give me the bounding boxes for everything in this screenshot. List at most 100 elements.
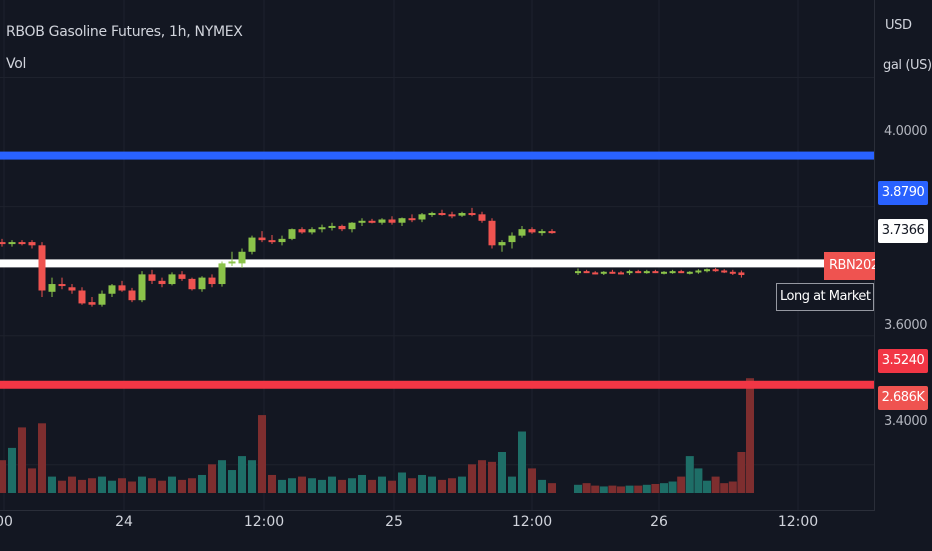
candle-body [388, 219, 396, 223]
candle-body [218, 263, 226, 285]
volume-bar [428, 476, 436, 493]
last-price-tag: 3.7366 [878, 219, 928, 243]
volume-bar [408, 478, 416, 493]
volume-bar [78, 479, 86, 493]
time-axis[interactable]: 00 24 12:00 25 12:00 26 12:00 [0, 510, 875, 551]
symbol-flag[interactable]: RBN2022 [824, 252, 875, 280]
candle-body [609, 271, 616, 274]
candle-body [528, 229, 536, 233]
candle-body [108, 285, 116, 294]
candle-body [468, 213, 476, 216]
candle-body [729, 271, 736, 274]
price-tick: 3.6000 [884, 318, 928, 333]
candle-body [704, 269, 710, 272]
candle-body [278, 238, 286, 243]
volume-bar [538, 479, 546, 493]
volume-bar [208, 464, 216, 493]
volume-bar [398, 472, 406, 493]
candle-body [248, 237, 256, 252]
volume-bar [488, 461, 496, 493]
volume-bar [694, 468, 703, 493]
candle-body [358, 220, 366, 223]
volume-bar [368, 479, 376, 493]
price-axis[interactable] [875, 0, 932, 510]
candle-body [738, 272, 745, 276]
white-level-line [0, 259, 875, 268]
candle-body [575, 271, 581, 274]
candle-body [318, 227, 326, 230]
volume-bar [720, 483, 729, 493]
candle-body [28, 242, 36, 246]
candle-body [643, 271, 650, 274]
candle-body [398, 218, 406, 223]
volume-bar [258, 415, 266, 493]
time-label: 00 [0, 514, 13, 530]
volume-bar [448, 478, 456, 493]
candle-body [348, 222, 356, 230]
volume-indicator-label[interactable]: Vol [6, 56, 27, 72]
volume-bar [138, 476, 146, 493]
volume-bar [288, 478, 296, 493]
candle-body [458, 213, 466, 216]
candle-body [686, 271, 693, 274]
volume-bar [18, 427, 26, 493]
candle-body [238, 251, 246, 264]
volume-bar [625, 485, 634, 493]
candle-body [695, 270, 702, 273]
volume-bar [508, 476, 516, 493]
chart-plot-area[interactable]: RBOB Gasoline Futures, 1h, NYMEX Vol RBN… [0, 0, 875, 510]
volume-bar [68, 476, 76, 493]
volume-bar [582, 483, 591, 493]
order-label[interactable]: Long at Market [776, 283, 875, 311]
candle-body [128, 290, 136, 301]
candle-body [592, 272, 599, 275]
price-chart[interactable] [0, 0, 875, 510]
volume-bar [703, 480, 711, 493]
volume-bar [668, 481, 677, 493]
time-label: 12:00 [243, 514, 285, 530]
candle-body [48, 284, 56, 292]
candle-body [478, 214, 486, 221]
volume-bar [318, 479, 326, 493]
volume-bar [574, 484, 582, 493]
candle-body [408, 218, 416, 221]
volume-bar [728, 481, 737, 493]
price-tick: 4.0000 [884, 124, 928, 139]
candle-body [0, 242, 6, 245]
volume-bar [48, 476, 56, 493]
volume-bar [737, 452, 746, 493]
candle-body [98, 293, 106, 305]
candle-body [288, 229, 296, 239]
candle-body [661, 271, 667, 274]
volume-bar [38, 423, 46, 493]
volume-bar [348, 478, 356, 493]
candle-body [669, 271, 676, 274]
candle-body [338, 225, 346, 230]
volume-bar [128, 481, 136, 493]
volume-bar [298, 476, 306, 493]
candle-body [198, 277, 206, 290]
candle-body [138, 274, 146, 301]
candle-body [38, 245, 46, 291]
candle-body [208, 277, 216, 285]
volume-bar [248, 460, 256, 493]
candle-body [68, 287, 76, 291]
volume-bar [268, 474, 276, 493]
candle-body [678, 271, 685, 274]
volume-bar [591, 485, 600, 493]
volume-bar [28, 468, 36, 493]
volume-bar [238, 456, 246, 493]
volume-bar [458, 476, 466, 493]
unit-label: gal (US) [883, 58, 932, 73]
candle-body [58, 284, 66, 287]
volume-bar [328, 476, 336, 493]
volume-bar [468, 464, 476, 493]
volume-bar [88, 478, 96, 493]
symbol-title[interactable]: RBOB Gasoline Futures, 1h, NYMEX [6, 24, 243, 40]
volume-bar [198, 474, 206, 493]
candle-body [600, 271, 607, 274]
volume-bar [278, 479, 286, 493]
candle-body [88, 302, 96, 305]
candle-body [721, 270, 728, 273]
volume-bar [378, 476, 386, 493]
